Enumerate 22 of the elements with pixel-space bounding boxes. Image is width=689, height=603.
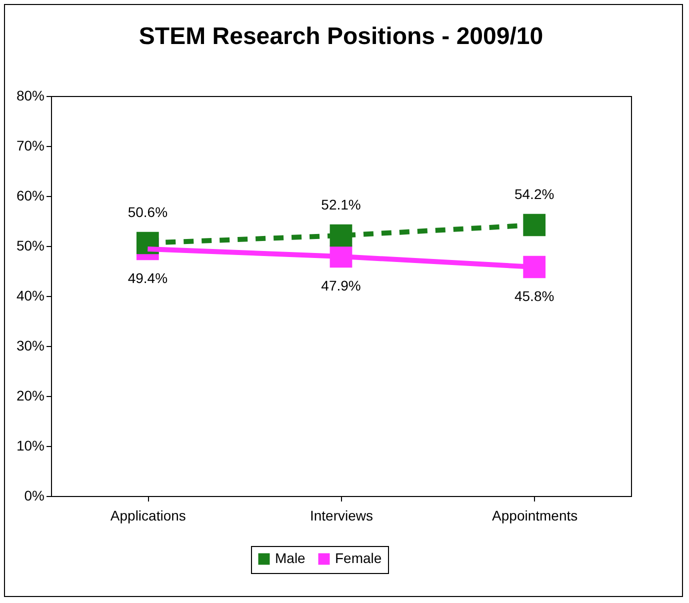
y-tick-label: 0%: [24, 488, 44, 504]
y-tick-label: 30%: [16, 338, 44, 354]
data-label: 54.2%: [514, 186, 554, 202]
data-label: 50.6%: [128, 204, 168, 220]
x-tick-label: Interviews: [310, 508, 374, 524]
y-tick-label: 50%: [16, 238, 44, 254]
data-label: 47.9%: [321, 278, 361, 294]
x-tick-label: Appointments: [492, 508, 578, 524]
point: [523, 214, 546, 236]
legend-label: Female: [335, 550, 382, 566]
chart-title: STEM Research Positions - 2009/10: [138, 23, 544, 50]
data-label: 45.8%: [514, 288, 554, 304]
y-tick-label: 20%: [16, 388, 44, 404]
y-tick-label: 60%: [16, 188, 44, 204]
y-tick-label: 70%: [16, 138, 44, 154]
data-label: 49.4%: [128, 270, 168, 286]
data-label: 52.1%: [321, 196, 361, 212]
legend-label: Male: [275, 550, 306, 566]
y-tick-label: 40%: [16, 288, 44, 304]
y-tick-label: 80%: [16, 88, 44, 104]
y-tick-label: 10%: [16, 438, 44, 454]
x-tick-label: Applications: [110, 508, 186, 524]
